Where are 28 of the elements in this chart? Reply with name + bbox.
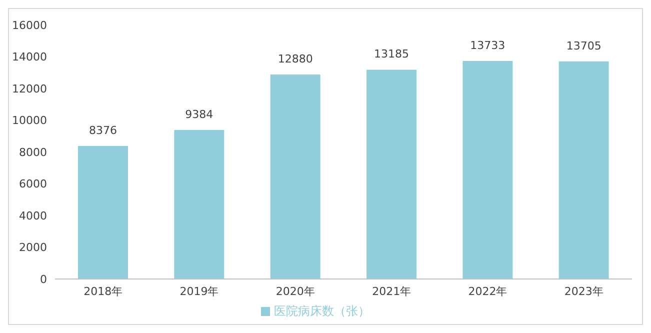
x-tick-label: 2023年 xyxy=(564,284,604,298)
data-label: 13733 xyxy=(470,38,506,52)
data-label: 13185 xyxy=(374,48,409,61)
bar xyxy=(174,130,224,279)
y-tick-label: 14000 xyxy=(12,50,47,64)
data-label: 13705 xyxy=(566,39,602,52)
x-tick-label: 2019年 xyxy=(180,284,219,298)
y-tick-label: 2000 xyxy=(19,241,47,254)
bar xyxy=(462,60,513,279)
y-tick-label: 12000 xyxy=(12,82,47,96)
bar xyxy=(558,61,609,279)
x-tick-label: 2021年 xyxy=(372,284,412,298)
x-tick-label: 2022年 xyxy=(468,284,508,298)
bar xyxy=(78,146,128,279)
y-tick-label: 16000 xyxy=(12,18,47,32)
y-tick-label: 0 xyxy=(40,272,47,286)
data-label: 9384 xyxy=(185,108,214,122)
bar xyxy=(270,74,320,279)
x-tick-label: 2018年 xyxy=(84,284,123,298)
bar xyxy=(366,70,416,279)
y-tick-label: 10000 xyxy=(12,114,47,128)
data-label: 8376 xyxy=(89,124,117,138)
y-tick-label: 8000 xyxy=(19,146,47,159)
y-tick-label: 4000 xyxy=(19,209,47,222)
data-label: 12880 xyxy=(278,52,313,66)
legend-label: 医院病床数（张） xyxy=(274,304,370,318)
x-tick-label: 2020年 xyxy=(276,284,315,298)
y-tick-label: 6000 xyxy=(19,178,47,191)
